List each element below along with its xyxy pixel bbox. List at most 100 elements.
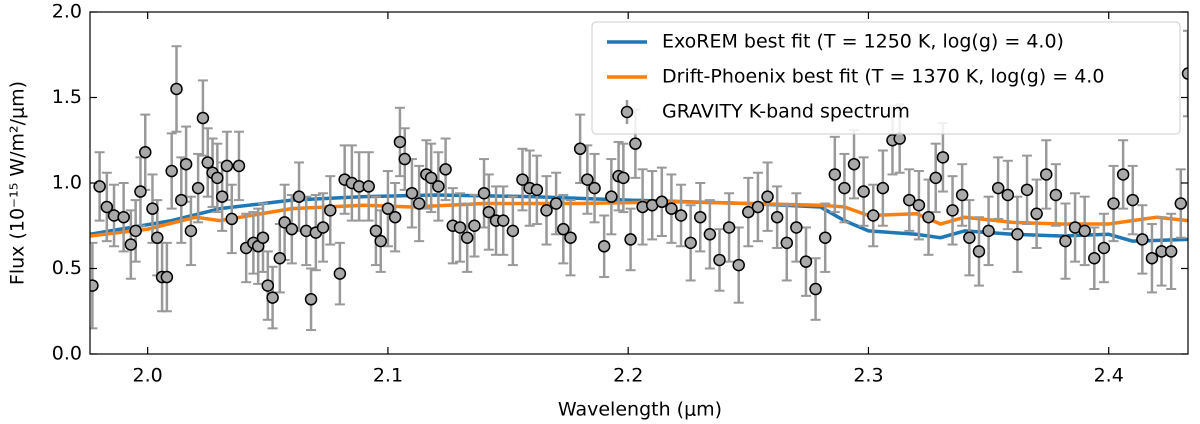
marker — [912, 198, 926, 212]
legend: ExoREM best fit (T = 1250 K, log(g) = 4.… — [591, 21, 1181, 135]
marker — [742, 205, 755, 219]
marker — [316, 221, 330, 234]
marker — [936, 151, 950, 164]
marker — [588, 181, 601, 195]
x-tick-label: 2.1 — [373, 365, 403, 387]
marker — [211, 171, 224, 185]
marker — [540, 204, 553, 217]
marker — [1078, 224, 1091, 238]
marker — [324, 204, 337, 217]
marker — [751, 200, 765, 214]
y-tick-label: 0.5 — [52, 257, 82, 279]
marker — [506, 224, 520, 238]
marker — [460, 231, 474, 244]
marker — [453, 221, 467, 234]
marker — [684, 236, 697, 250]
marker — [369, 224, 383, 238]
marker — [129, 224, 142, 238]
marker — [549, 197, 563, 210]
legend-label: ExoREM best fit (T = 1250 K, log(g) = 4.… — [662, 31, 1064, 53]
marker — [655, 195, 669, 209]
marker — [393, 135, 407, 149]
marker — [398, 152, 411, 166]
marker — [170, 82, 183, 96]
marker — [857, 185, 870, 198]
x-tick-label: 2.0 — [133, 365, 163, 387]
marker — [215, 190, 229, 203]
marker — [770, 210, 784, 224]
marker — [573, 142, 587, 156]
marker — [847, 157, 861, 171]
marker — [292, 190, 306, 203]
marker — [333, 267, 347, 280]
marker — [1126, 193, 1139, 207]
marker — [674, 209, 688, 222]
marker — [304, 293, 318, 306]
marker — [139, 145, 152, 159]
marker — [530, 183, 544, 197]
marker — [1174, 197, 1188, 210]
marker — [191, 181, 205, 195]
marker — [1097, 241, 1111, 255]
marker — [809, 282, 822, 296]
marker — [665, 202, 678, 215]
marker — [93, 180, 106, 193]
marker — [516, 173, 529, 186]
marker — [477, 187, 491, 200]
marker — [629, 137, 642, 150]
marker — [184, 224, 198, 238]
marker — [929, 171, 942, 185]
marker — [273, 251, 287, 265]
marker — [285, 222, 299, 236]
marker — [225, 212, 239, 226]
marker — [1145, 251, 1159, 265]
marker — [266, 291, 279, 304]
marker — [388, 210, 402, 224]
marker — [100, 200, 114, 214]
marker — [1001, 188, 1015, 202]
marker — [732, 258, 745, 272]
marker — [124, 238, 138, 251]
marker — [432, 180, 445, 193]
y-tick-label: 2.0 — [52, 1, 82, 23]
marker — [374, 234, 387, 248]
marker — [405, 187, 419, 200]
marker — [412, 197, 426, 210]
legend-label: Drift-Phoenix best fit (T = 1370 K, log(… — [662, 66, 1104, 88]
marker — [605, 190, 618, 203]
marker — [972, 245, 986, 258]
marker — [963, 231, 976, 244]
marker — [761, 190, 774, 203]
marker — [1107, 197, 1120, 210]
marker — [780, 236, 794, 250]
marker — [1011, 228, 1024, 241]
marker — [117, 210, 130, 224]
marker — [799, 255, 813, 268]
marker — [362, 180, 375, 193]
marker — [1039, 168, 1053, 181]
legend-box — [591, 21, 1181, 135]
marker — [256, 231, 270, 244]
marker — [196, 111, 210, 125]
marker — [165, 164, 178, 178]
marker — [703, 228, 717, 241]
marker — [694, 210, 707, 224]
marker — [617, 171, 630, 185]
x-tick-label: 2.3 — [853, 365, 883, 387]
data-point — [1183, 29, 1188, 118]
marker — [160, 270, 174, 284]
marker — [90, 279, 99, 292]
marker — [581, 173, 594, 186]
marker — [179, 157, 193, 171]
marker — [903, 193, 916, 207]
marker — [439, 163, 452, 176]
marker — [1116, 168, 1130, 181]
marker — [991, 181, 1005, 195]
marker — [838, 181, 851, 195]
marker — [828, 168, 842, 181]
marker — [713, 253, 726, 267]
marker — [955, 188, 969, 202]
marker — [1020, 183, 1034, 197]
marker — [597, 240, 611, 253]
legend-marker — [620, 105, 634, 119]
